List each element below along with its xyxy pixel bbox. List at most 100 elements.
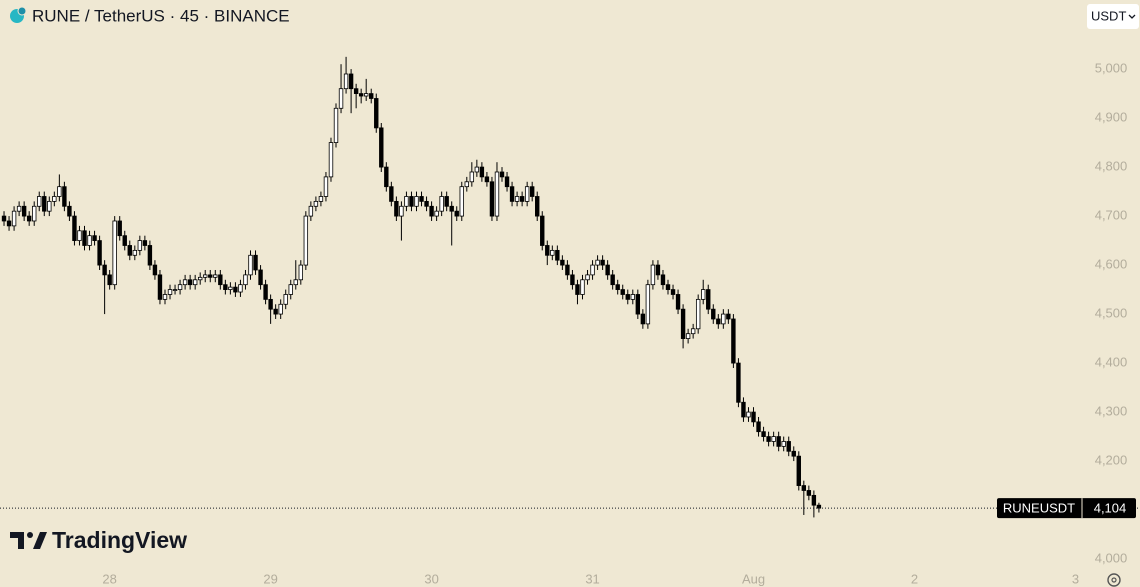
candle-body (524, 186, 530, 202)
candle-body (690, 328, 696, 335)
candle-body (52, 196, 57, 202)
candle-body (258, 269, 263, 286)
candle-body (298, 264, 304, 281)
candle-body (67, 205, 72, 217)
candle-body (605, 264, 610, 276)
candle-body (414, 196, 419, 207)
y-tick-label: 4,900 (1095, 110, 1128, 125)
candle-body (459, 186, 464, 217)
candle-body (122, 235, 127, 246)
candle-body (630, 294, 635, 300)
y-tick-label: 4,500 (1095, 306, 1128, 321)
candle-body (665, 284, 671, 290)
candle-body (519, 196, 525, 202)
candle-body (761, 431, 766, 437)
candle-body (695, 298, 701, 330)
candle-body (504, 176, 510, 188)
watermark: TradingView (52, 527, 187, 553)
candle-body (203, 274, 208, 278)
candles (1, 56, 822, 518)
candle-body (16, 205, 22, 212)
candle-body (711, 308, 716, 320)
candle-body (499, 171, 505, 178)
candle-body (152, 264, 158, 276)
candle-body (610, 274, 615, 286)
candle-body (308, 205, 314, 217)
candle-body (595, 259, 600, 266)
candle-body (399, 205, 404, 217)
candle-body (11, 210, 17, 227)
candle-body (92, 235, 97, 241)
x-tick-label: 3 (1072, 571, 1079, 586)
candle-body (514, 196, 520, 202)
candle-body (389, 186, 394, 202)
candle-body (248, 254, 253, 276)
candle-body (731, 318, 736, 364)
candle-body (253, 254, 258, 271)
candle-body (293, 279, 298, 286)
candle-body (283, 294, 288, 305)
candle-body (42, 196, 47, 212)
candle-body (233, 286, 238, 293)
candle-body (318, 196, 324, 202)
candle-body (640, 313, 646, 325)
candle-body (776, 436, 781, 447)
candle-body (117, 220, 122, 237)
candle-body (333, 107, 339, 143)
watermark-logo (10, 532, 47, 549)
candle-body (394, 200, 399, 217)
candle-body (132, 249, 138, 256)
candle-body (82, 230, 87, 246)
candle-body (97, 240, 102, 266)
candle-body (716, 318, 721, 325)
candle-body (182, 279, 188, 286)
candle-body (625, 294, 630, 300)
candle-body (721, 313, 726, 325)
candle-body (580, 279, 585, 295)
candle-body (343, 73, 349, 90)
candle-body (223, 284, 228, 290)
x-tick-label: 30 (424, 571, 438, 586)
candle-body (384, 166, 389, 188)
candle-body (363, 93, 369, 97)
candle-body (801, 485, 807, 491)
candle-body (529, 186, 535, 197)
candle-body (278, 303, 283, 315)
candle-body (62, 186, 67, 207)
currency-button[interactable]: USDT (1087, 4, 1139, 29)
x-tick-label: Aug (742, 571, 765, 586)
y-tick-label: 4,000 (1095, 551, 1128, 566)
candle-body (786, 441, 791, 452)
candle-body (550, 249, 555, 256)
candle-body (243, 274, 248, 286)
candle-body (197, 276, 203, 281)
candle-body (489, 181, 495, 217)
candle-body (706, 289, 711, 310)
candle-body (615, 284, 620, 290)
y-tick-label: 4,800 (1095, 159, 1128, 174)
y-tick-label: 4,200 (1095, 453, 1128, 468)
candle-body (680, 308, 686, 339)
candle-body (419, 196, 424, 202)
candle-body (791, 450, 796, 457)
candle-body (771, 436, 776, 442)
candle-body (409, 196, 414, 207)
candle-body (1, 215, 7, 222)
candle-body (6, 220, 12, 227)
candle-body (137, 240, 143, 251)
symbol-icon (10, 6, 27, 23)
candle-body (655, 264, 661, 276)
y-tick-label: 5,000 (1095, 61, 1128, 76)
settings-icon[interactable] (1107, 573, 1121, 587)
currency-label[interactable]: USDT (1091, 8, 1126, 23)
candle-body (162, 294, 168, 300)
candle-body (369, 93, 374, 99)
y-tick-label: 4,600 (1095, 257, 1128, 272)
candle-body (177, 284, 183, 290)
candle-body (675, 294, 681, 310)
y-tick-label: 4,400 (1095, 355, 1128, 370)
candle-body (444, 196, 449, 207)
candle-body (575, 284, 580, 295)
candle-body (555, 249, 560, 261)
